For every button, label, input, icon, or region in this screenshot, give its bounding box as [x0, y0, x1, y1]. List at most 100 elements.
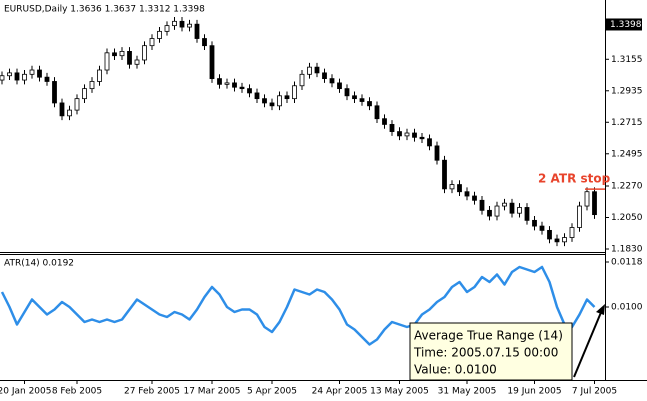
candle-body [104, 52, 110, 71]
arrow-head [596, 304, 605, 315]
candle-body [314, 66, 320, 74]
candle-body [517, 207, 522, 214]
candle-body [149, 38, 155, 47]
candle-body [112, 52, 117, 57]
y-tick-label: 1.2050 [611, 213, 643, 223]
x-tick-label: 8 Feb 2005 [52, 387, 102, 397]
candle-body [194, 23, 200, 39]
candle-body [562, 237, 567, 243]
candle-body [67, 109, 72, 117]
candle-body [509, 202, 515, 214]
candle-body [419, 136, 425, 140]
candle-body [37, 69, 42, 78]
x-tick-label: 13 May 2005 [370, 387, 429, 397]
y-tick-label: 0.0118 [611, 258, 643, 268]
candle-body [239, 86, 245, 90]
candle-body [382, 118, 387, 125]
candle-body [269, 102, 275, 107]
candle-body [134, 59, 140, 65]
candle-body [329, 78, 335, 84]
y-tick-label: 1.2715 [611, 118, 643, 128]
candle-body [299, 73, 305, 87]
candle-body [284, 95, 290, 100]
candle-body [554, 238, 560, 243]
candle-body [352, 95, 357, 100]
candle-body [0, 75, 5, 81]
candle-body [584, 191, 590, 207]
tooltip-line: Time: 2005.07.15 00:00 [413, 346, 558, 360]
candle-body [74, 98, 80, 111]
candle-body [262, 98, 267, 104]
x-tick-label: 5 Apr 2005 [247, 387, 297, 397]
y-tick-label: 0.0100 [611, 303, 643, 313]
candle-body [164, 25, 170, 32]
candle-body [464, 191, 470, 197]
y-tick-label: 1.2935 [611, 86, 643, 96]
candle-body [202, 38, 207, 47]
x-tick-label: 27 Feb 2005 [124, 387, 180, 397]
candle-body [494, 205, 500, 217]
candle-body [209, 45, 215, 80]
last-price-box [606, 18, 642, 31]
tooltip-line: Average True Range (14) [414, 329, 563, 343]
y-tick-label: 1.2495 [611, 149, 643, 159]
candle-body [142, 45, 147, 61]
indicator-line [0, 265, 596, 346]
y-tick-label: 1.2270 [611, 181, 643, 191]
candle-body [247, 88, 252, 94]
candle-body [97, 69, 102, 82]
x-tick-label: 20 Jan 2005 [0, 387, 51, 397]
candle-body [14, 72, 20, 81]
x-tick-label: 17 Mar 2005 [183, 387, 240, 397]
candle-body [592, 191, 597, 216]
annotation: 2 ATR stop [538, 172, 611, 186]
x-tick-label: 31 May 2005 [438, 387, 497, 397]
y-tick-label: 1.1830 [611, 244, 643, 254]
chart-title: EURUSD,Daily 1.3636 1.3637 1.3312 1.3398 [4, 5, 205, 15]
candle-body [82, 88, 87, 100]
candle-body [292, 85, 297, 100]
last-price-label: 1.3398 [610, 20, 642, 30]
candle-body [532, 219, 537, 227]
candle-body [524, 207, 530, 221]
x-tick-label: 24 Apr 2005 [312, 387, 368, 397]
candle-body [539, 225, 545, 231]
tooltip-box [409, 322, 573, 381]
candle-body [412, 132, 417, 138]
candle-body [374, 105, 380, 120]
candle-body [52, 81, 57, 104]
candle-body [224, 82, 230, 85]
candle-body [427, 138, 432, 147]
candle-body [89, 81, 95, 90]
tooltip-line: Value: 0.0100 [414, 363, 497, 377]
candle-body [232, 82, 237, 88]
candle-body [307, 66, 312, 75]
candle-body [449, 184, 455, 190]
candle-body [487, 209, 492, 217]
candle-body [187, 23, 192, 28]
candle-body [344, 88, 350, 97]
candle-body [7, 72, 12, 77]
candle-body [434, 145, 440, 161]
candle-body [442, 159, 447, 190]
candle-body [59, 102, 65, 117]
candle-body [404, 132, 410, 137]
candle-body [337, 82, 342, 90]
candle-body [479, 199, 485, 211]
candle-body [397, 131, 402, 137]
candle-body [472, 195, 477, 201]
tooltip: Average True Range (14) Time: 2005.07.15 … [409, 322, 573, 381]
y-tick-label: 1.3155 [611, 55, 643, 65]
candle-body [389, 124, 395, 132]
candle-body [172, 20, 177, 27]
candle-body [217, 78, 222, 85]
candle-body [457, 184, 462, 193]
candle-body [569, 227, 575, 238]
candle-body [367, 101, 372, 107]
x-tick-label: 19 Jun 2005 [507, 387, 561, 397]
candle-body [44, 76, 50, 82]
candle-body [359, 98, 365, 102]
candle-body [254, 92, 260, 100]
candle-body [502, 202, 507, 207]
